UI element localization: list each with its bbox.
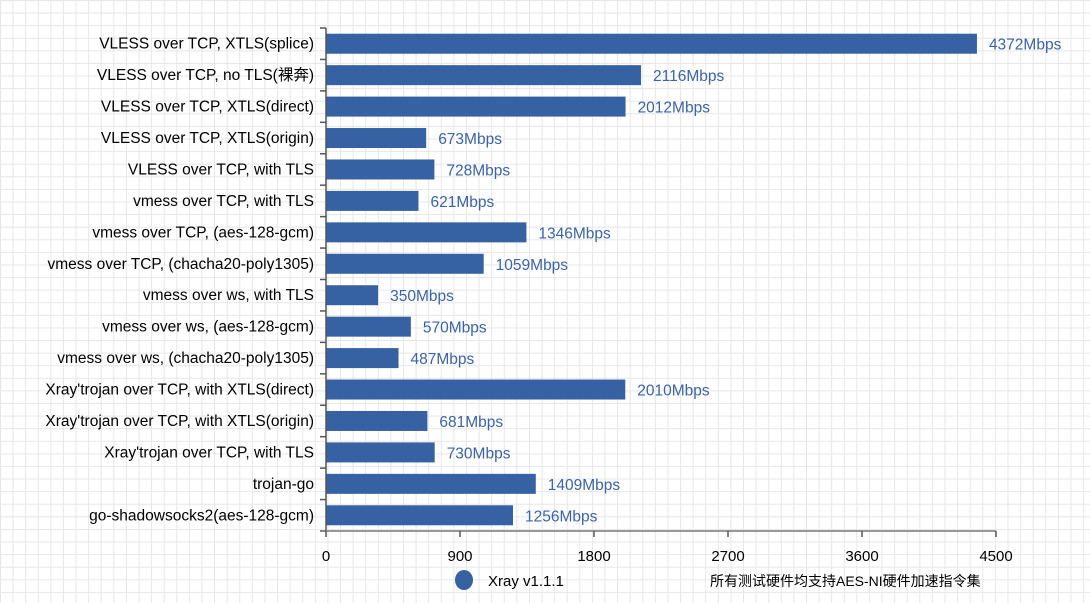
category-label: vmess over ws, (chacha20-poly1305): [57, 350, 314, 367]
category-label: VLESS over TCP, no TLS(裸奔): [97, 66, 314, 84]
data-label: 2010Mbps: [637, 383, 710, 400]
x-tick-label: 2700: [711, 548, 744, 565]
data-label: 2116Mbps: [653, 68, 724, 85]
data-label: 350Mbps: [390, 288, 454, 305]
data-label: 4372Mbps: [989, 37, 1062, 54]
category-label: vmess over TCP, (aes-128-gcm): [92, 224, 314, 241]
x-tick-label: 900: [447, 548, 472, 565]
bar: [326, 33, 977, 54]
category-label: vmess over ws, (aes-128-gcm): [102, 319, 314, 336]
bar: [326, 128, 427, 149]
bar: [326, 379, 626, 400]
category-label: Xray'trojan over TCP, with XTLS(direct): [45, 382, 314, 399]
x-tick-label: 3600: [845, 548, 878, 565]
bar: [326, 316, 411, 337]
category-label: vmess over ws, with TLS: [143, 287, 314, 304]
bar: [326, 190, 419, 211]
bar: [326, 96, 626, 117]
category-label: go-shadowsocks2(aes-128-gcm): [89, 507, 314, 524]
category-label: VLESS over TCP, XTLS(splice): [99, 36, 314, 53]
bar: [326, 473, 536, 494]
legend-label: Xray v1.1.1: [488, 573, 564, 590]
bar: [326, 442, 435, 463]
category-label: vmess over TCP, with TLS: [133, 193, 314, 210]
bar: [326, 505, 514, 526]
category-label: Xray'trojan over TCP, with XTLS(origin): [45, 413, 314, 430]
data-label: 621Mbps: [430, 194, 494, 211]
data-label: 673Mbps: [438, 131, 502, 148]
data-label: 1256Mbps: [525, 508, 598, 525]
category-label: VLESS over TCP, XTLS(direct): [101, 99, 314, 116]
bar: [326, 253, 484, 274]
x-tick-label: 4500: [979, 548, 1012, 565]
data-label: 681Mbps: [439, 414, 503, 431]
data-label: 1409Mbps: [548, 477, 621, 494]
category-label: trojan-go: [253, 476, 314, 493]
x-tick-label: 0: [322, 548, 330, 565]
legend-marker: [455, 570, 473, 590]
bar: [326, 65, 642, 86]
data-label: 1346Mbps: [538, 225, 611, 242]
annotation: 所有测试硬件均支持AES-NI硬件加速指令集: [710, 573, 981, 589]
category-label: Xray'trojan over TCP, with TLS: [104, 444, 314, 461]
bar: [326, 222, 527, 243]
bar: [326, 159, 435, 180]
data-label: 730Mbps: [447, 445, 511, 462]
data-label: 570Mbps: [423, 320, 487, 337]
category-label: vmess over TCP, (chacha20-poly1305): [47, 256, 314, 273]
bar: [326, 285, 379, 306]
category-label: VLESS over TCP, XTLS(origin): [101, 130, 314, 147]
data-label: 2012Mbps: [638, 100, 711, 117]
x-tick-label: 1800: [577, 548, 610, 565]
category-label: VLESS over TCP, with TLS: [128, 161, 314, 178]
bar: [326, 348, 399, 369]
data-label: 1059Mbps: [496, 257, 569, 274]
bar: [326, 410, 428, 431]
data-label: 728Mbps: [446, 162, 510, 179]
data-label: 487Mbps: [411, 351, 475, 368]
